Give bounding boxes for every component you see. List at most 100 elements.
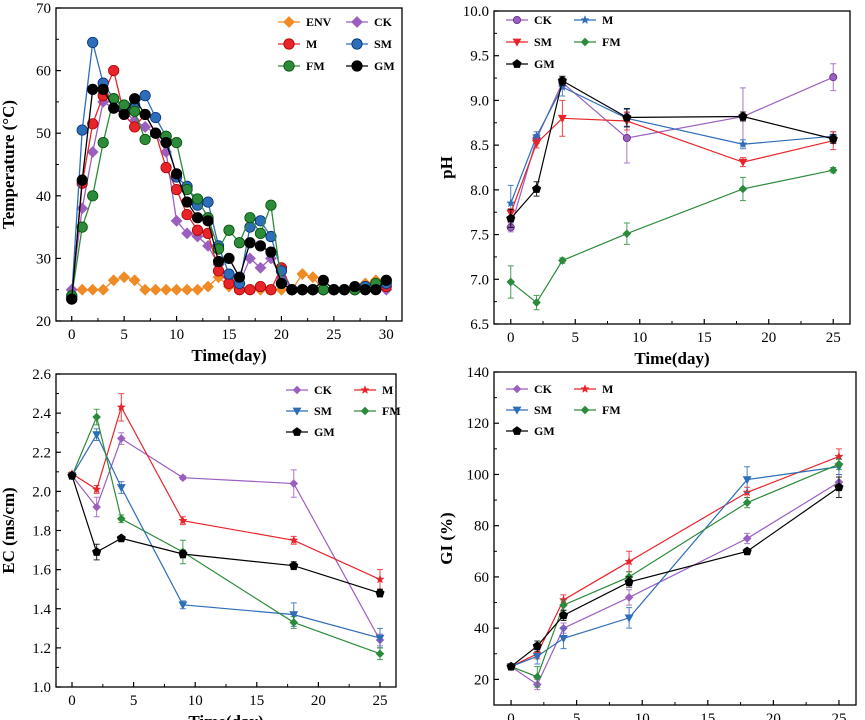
chart-temperature-gm-point bbox=[317, 274, 329, 286]
chart-temperature-gm-point bbox=[202, 215, 214, 227]
chart-gi-ytick-label: 140 bbox=[467, 365, 490, 381]
chart-ph-gm-point bbox=[622, 112, 632, 122]
chart-temperature-env-point bbox=[128, 274, 141, 287]
chart-ec-m-point bbox=[375, 574, 385, 584]
chart-temperature-xtick-label: 10 bbox=[169, 327, 184, 343]
chart-temperature-env-point bbox=[306, 271, 319, 284]
chart-ph-xtick-label: 10 bbox=[632, 330, 647, 346]
chart-ec-ck-point bbox=[116, 434, 126, 443]
chart-temperature-m-point bbox=[170, 183, 183, 196]
chart-temperature-gm-point bbox=[181, 196, 193, 208]
chart-temperature-fm-point bbox=[254, 227, 267, 239]
chart-ec-m-point bbox=[116, 402, 126, 412]
chart-ec-ytick-label: 1.4 bbox=[32, 602, 51, 618]
chart-ec-ytick-label: 1.2 bbox=[32, 641, 51, 657]
chart-temperature-series-gm bbox=[66, 83, 392, 305]
chart-gi-xtick-label: 10 bbox=[635, 711, 650, 720]
chart-temperature-fm-point bbox=[265, 199, 277, 211]
chart-ec-x-axis-title: Time(day) bbox=[188, 712, 263, 720]
chart-ec-legend-label: GM bbox=[314, 425, 335, 439]
chart-gi-fm-line bbox=[510, 463, 840, 678]
chart-temperature-gm-point bbox=[118, 108, 130, 121]
chart-temperature-gm-point bbox=[275, 277, 288, 290]
chart-temperature-ck-point bbox=[181, 227, 193, 240]
chart-gi-gm-point bbox=[742, 546, 752, 556]
chart-ph-xtick-label: 15 bbox=[697, 330, 712, 346]
chart-temperature-xtick-label: 15 bbox=[222, 327, 237, 343]
chart-temperature-fm-point bbox=[233, 237, 246, 249]
chart-ph-m-point bbox=[531, 131, 542, 141]
chart-ph-ytick-label: 7.0 bbox=[470, 272, 489, 288]
chart-temperature-gm-point bbox=[328, 284, 340, 296]
chart-temperature-m-point bbox=[191, 224, 204, 236]
chart-ec-legend-swatch-marker bbox=[292, 407, 302, 416]
chart-ph-m-line bbox=[510, 86, 834, 204]
chart-gi-series-ck bbox=[506, 473, 844, 691]
chart-ph-series-m bbox=[506, 77, 838, 222]
chart-temperature-gm-point bbox=[191, 212, 204, 224]
chart-temperature-gm-point bbox=[76, 174, 88, 186]
chart-ec: 0 5 10 15 20 25 1.0 1.2 1.4 1.6 1.8 2.0 2.2 2.4 2.6 Tim… bbox=[0, 367, 401, 720]
chart-ec-fm-line bbox=[71, 415, 381, 655]
chart-ec-xtick-label: 5 bbox=[130, 693, 138, 709]
chart-gi-gm-point bbox=[558, 610, 569, 620]
chart-ec-gm-point bbox=[92, 547, 102, 556]
chart-temperature-legend-swatch-marker bbox=[351, 16, 363, 28]
chart-gi-legend-label: FM bbox=[602, 403, 621, 417]
chart-temperature-m-point bbox=[160, 162, 172, 174]
chart-temperature-env-point bbox=[118, 271, 131, 284]
chart-temperature-ck-point bbox=[244, 252, 256, 265]
chart-ec-m-point bbox=[91, 484, 102, 494]
chart-ec-xtick-label: 0 bbox=[68, 693, 76, 709]
chart-temperature: 0 5 10 15 20 25 30 20 30 40 50 60 70 Time(day) Tempera… bbox=[0, 1, 403, 365]
chart-temperature-env-point bbox=[149, 283, 162, 296]
chart-ph-legend-swatch-marker bbox=[512, 38, 522, 47]
chart-gi-legend: CK M SM FM GM bbox=[506, 382, 621, 438]
chart-ec-xtick-label: 15 bbox=[249, 693, 264, 709]
chart-ph-legend-swatch-marker bbox=[580, 37, 590, 47]
chart-ph-sm-point bbox=[532, 139, 542, 148]
chart-temperature-m-point bbox=[108, 65, 120, 77]
chart-gi-gm-line bbox=[510, 486, 840, 668]
chart-temperature-m-point bbox=[254, 280, 267, 293]
chart-temperature-fm-point bbox=[244, 212, 256, 224]
chart-ph-legend-label: SM bbox=[534, 35, 552, 49]
chart-temperature-ytick-label: 30 bbox=[36, 251, 51, 267]
chart-gi-legend-swatch-marker bbox=[512, 426, 522, 435]
chart-gi-fm-point bbox=[834, 459, 844, 469]
chart-ph-ytick-label: 8.0 bbox=[470, 183, 489, 199]
chart-temperature-m-point bbox=[265, 284, 277, 296]
chart-temperature-gm-point bbox=[150, 127, 162, 139]
chart-temperature-gm-point bbox=[307, 284, 319, 296]
chart-ec-fm-point bbox=[375, 649, 385, 659]
chart-gi-series-fm bbox=[506, 458, 844, 688]
chart-ph-xtick-label: 5 bbox=[572, 330, 580, 346]
chart-temperature-gm-point bbox=[286, 284, 298, 296]
chart-ec-m-point bbox=[178, 515, 188, 525]
chart-temperature-env-point bbox=[76, 283, 89, 296]
chart-temperature-env-point bbox=[107, 274, 120, 287]
chart-ec-sm-point bbox=[289, 611, 299, 620]
chart-ec-ytick-label: 1.8 bbox=[32, 524, 51, 540]
chart-gi-m-point bbox=[834, 451, 844, 461]
chart-temperature-m-point bbox=[87, 118, 99, 130]
chart-temperature-fm-point bbox=[223, 224, 235, 236]
chart-ph-fm-point bbox=[558, 256, 567, 265]
chart-gi-ck-line bbox=[510, 481, 840, 686]
chart-ph-fm-point bbox=[532, 298, 541, 307]
chart-gi-legend-swatch-marker bbox=[512, 384, 522, 394]
chart-ph-series-sm bbox=[506, 99, 838, 219]
chart-temperature-y-axis-title: Temperature (°C) bbox=[0, 100, 18, 229]
chart-ph-m-point bbox=[557, 82, 568, 91]
chart-temperature-legend-swatch-marker bbox=[283, 16, 295, 28]
chart-temperature-env-point bbox=[160, 283, 172, 296]
chart-temperature-env-point bbox=[191, 283, 204, 296]
chart-ph: 0 5 10 15 20 25 6.5 7.0 7.5 8.0 8.5 9.0 9.5 10.0 Time(… bbox=[437, 4, 851, 368]
chart-gi-xtick-label: 5 bbox=[573, 711, 581, 720]
chart-temperature-legend-label: GM bbox=[374, 59, 395, 73]
chart-ec-ck-line bbox=[71, 437, 381, 641]
chart-gi-xtick-label: 0 bbox=[507, 711, 515, 720]
chart-temperature-xtick-label: 30 bbox=[379, 327, 394, 343]
chart-ph-series-fm bbox=[506, 165, 838, 311]
chart-temperature-xtick-label: 20 bbox=[274, 327, 289, 343]
